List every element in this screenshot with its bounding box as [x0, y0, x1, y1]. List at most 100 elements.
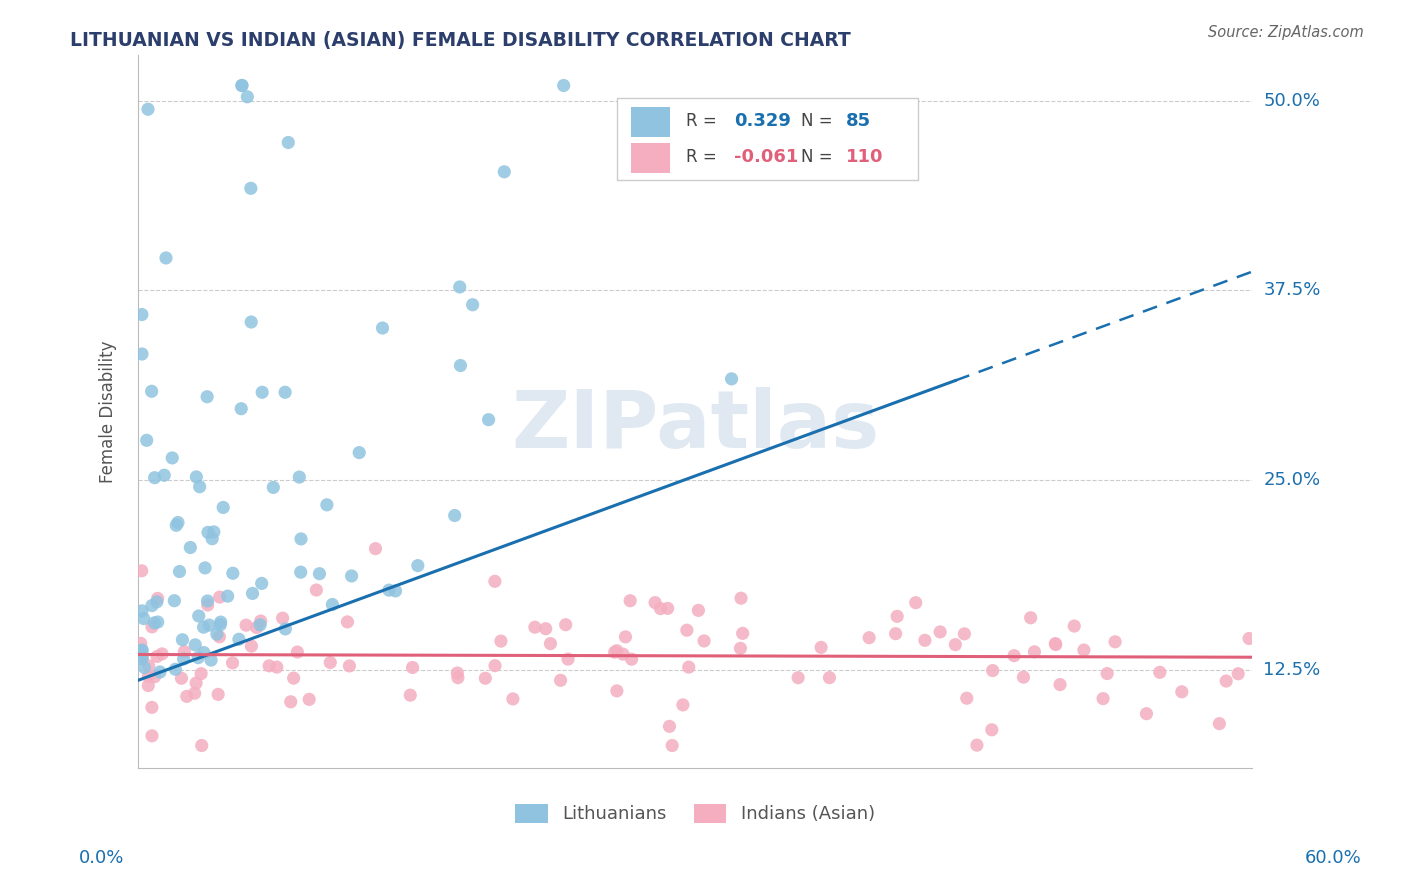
Point [141, 729, 163, 743]
Point [285, 645, 308, 659]
Point [163, 593, 186, 607]
Text: N =: N = [801, 112, 832, 130]
Point [364, 541, 387, 556]
Point [193, 646, 215, 660]
Point [186, 470, 208, 484]
Point [146, 595, 169, 609]
Point [443, 508, 465, 523]
Point [401, 660, 423, 674]
Point [494, 165, 516, 179]
Point [810, 640, 832, 655]
Point [162, 450, 184, 465]
Point [222, 566, 245, 581]
Point [131, 564, 153, 578]
Point [446, 665, 468, 680]
Point [399, 688, 422, 702]
Point [787, 671, 810, 685]
Text: 60.0%: 60.0% [1305, 849, 1361, 867]
Point [146, 649, 169, 664]
Text: 12.5%: 12.5% [1264, 661, 1320, 679]
Point [929, 624, 952, 639]
Point [141, 599, 163, 613]
Point [155, 251, 177, 265]
Text: LITHUANIAN VS INDIAN (ASIAN) FEMALE DISABILITY CORRELATION CHART: LITHUANIAN VS INDIAN (ASIAN) FEMALE DISA… [70, 31, 851, 50]
Point [1149, 665, 1171, 680]
Point [141, 700, 163, 714]
Point [167, 516, 190, 530]
Point [274, 385, 297, 400]
Point [1092, 691, 1115, 706]
Point [143, 615, 166, 630]
Point [886, 609, 908, 624]
Text: ZIPatlas: ZIPatlas [510, 387, 879, 465]
Point [1104, 634, 1126, 648]
Point [150, 647, 173, 661]
Point [246, 620, 269, 634]
Point [146, 615, 169, 629]
Point [169, 565, 191, 579]
Point [1095, 666, 1118, 681]
Point [184, 638, 207, 652]
Point [165, 518, 187, 533]
Point [209, 617, 232, 632]
Text: N =: N = [801, 148, 832, 166]
Point [195, 390, 218, 404]
Text: 0.329: 0.329 [734, 112, 792, 130]
Point [242, 586, 264, 600]
Point [271, 611, 294, 625]
Point [143, 670, 166, 684]
Point [141, 384, 163, 399]
Point [131, 648, 153, 663]
Point [217, 589, 239, 603]
Point [197, 598, 219, 612]
Point [131, 604, 153, 618]
Text: R =: R = [686, 112, 717, 130]
Point [288, 470, 311, 484]
Point [184, 676, 207, 690]
Point [202, 524, 225, 539]
Point [688, 603, 710, 617]
Point [231, 401, 253, 416]
FancyBboxPatch shape [630, 143, 669, 173]
Point [489, 634, 512, 648]
Point [614, 630, 637, 644]
Text: 110: 110 [845, 148, 883, 166]
Point [478, 412, 501, 426]
Point [550, 673, 572, 688]
Point [620, 652, 643, 666]
Point [1227, 666, 1250, 681]
Point [131, 652, 153, 666]
Point [141, 620, 163, 634]
Point [449, 280, 471, 294]
Point [262, 480, 284, 494]
Point [277, 136, 299, 150]
Point [619, 593, 641, 607]
Point [153, 468, 176, 483]
Point [336, 615, 359, 629]
Point [240, 315, 263, 329]
Point [534, 622, 557, 636]
Point [200, 653, 222, 667]
Point [207, 687, 229, 701]
Point [176, 690, 198, 704]
Point [201, 532, 224, 546]
Point [371, 321, 394, 335]
Point [461, 298, 484, 312]
Y-axis label: Female Disability: Female Disability [100, 341, 117, 483]
Point [146, 591, 169, 606]
Point [290, 532, 312, 546]
Point [319, 656, 342, 670]
Point [235, 618, 257, 632]
Point [205, 627, 228, 641]
Point [208, 630, 231, 644]
Point [138, 669, 160, 683]
Point [502, 692, 524, 706]
Point [239, 181, 262, 195]
Point [650, 601, 672, 615]
Point [980, 723, 1002, 737]
Point [266, 660, 288, 674]
Point [658, 719, 681, 733]
Point [257, 658, 280, 673]
Point [290, 565, 312, 579]
Point [131, 308, 153, 322]
